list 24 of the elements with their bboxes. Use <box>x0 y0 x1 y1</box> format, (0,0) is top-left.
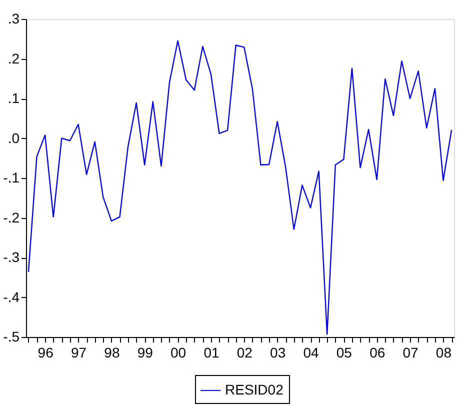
y-tick-label: .3 <box>8 10 20 26</box>
x-tick-label: 06 <box>370 344 386 360</box>
y-tick-label: -.2 <box>3 209 20 226</box>
y-tick-label: .1 <box>8 90 20 106</box>
x-tick-label: 04 <box>303 344 319 360</box>
y-tick-label: .2 <box>8 50 20 66</box>
x-tick-label: 96 <box>38 344 54 360</box>
x-tick-label: 08 <box>436 344 452 360</box>
x-tick-label: 00 <box>170 344 186 360</box>
x-tick-label: 03 <box>270 344 286 360</box>
x-tick-label: 07 <box>402 344 419 360</box>
x-tick-label: 99 <box>137 344 154 360</box>
y-tick-label: -.1 <box>3 170 20 186</box>
x-tick-label: 05 <box>336 344 352 360</box>
y-tick-label: -.4 <box>3 288 20 305</box>
line-series <box>28 40 452 335</box>
x-tick-label: 01 <box>204 344 220 360</box>
y-tick-label: -.5 <box>3 328 20 344</box>
x-tick-label: 97 <box>70 344 87 360</box>
x-tick-label: 98 <box>104 344 120 360</box>
y-tick-label: -.3 <box>3 249 20 265</box>
legend-label: RESID02 <box>225 382 284 398</box>
x-tick-label: 02 <box>236 344 253 360</box>
y-tick-label: .0 <box>8 130 20 146</box>
